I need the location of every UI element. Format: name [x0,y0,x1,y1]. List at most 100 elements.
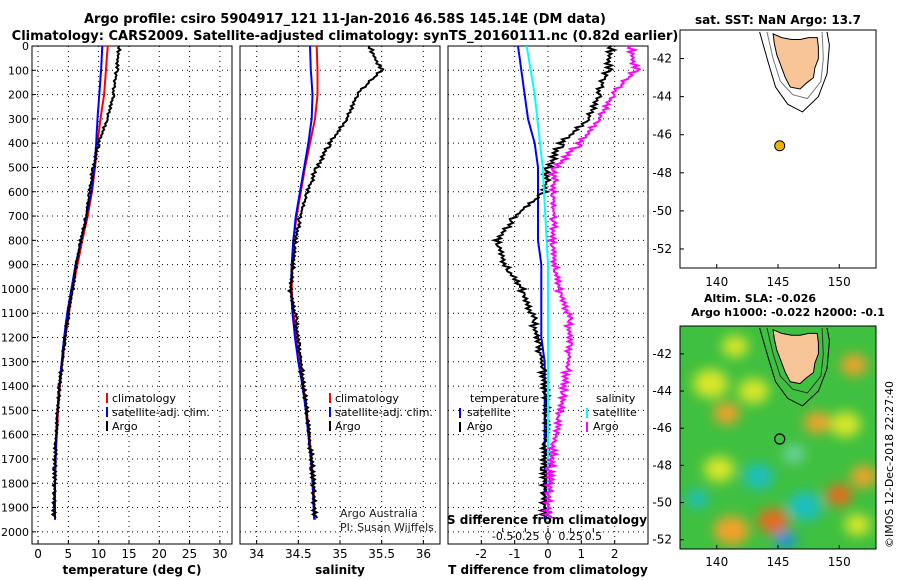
y-tick-label: -52 [652,533,672,547]
y-tick-label: -48 [652,458,672,472]
y-tick-label: 1600 [1,429,29,442]
panel-frame [31,45,233,545]
x-tick-label: 150 [828,555,851,569]
x-tick-label: 2 [611,547,619,561]
panel-sst-map: sat. SST: NaN Argo: 13.7 -42 -44 -46 -48 -50 -… [652,13,877,289]
y-tick-label: 200 [8,89,29,102]
series-s-satellite [525,45,549,520]
sla-anomaly-cell [693,369,729,399]
tasmania-land [772,32,819,90]
credit-line-2: PI: Susan Wijffels [340,521,434,534]
header-line-1: Argo profile: csiro 5904917_121 11-Jan-2… [84,12,606,27]
y-tick-label: 100 [8,64,29,77]
y-tick-label: 1500 [1,404,29,417]
x-tick-label: 35.5 [368,547,395,561]
x-tick-label: 140 [705,275,728,289]
x-axis-label: salinity [315,563,365,577]
x-tick-label: -1 [509,547,521,561]
y-tick-label: -44 [652,90,672,104]
x-tick-label: 30 [212,547,227,561]
bathymetry-contour [759,327,830,407]
y-tick-label: 400 [8,137,29,150]
tasmania-land [772,328,819,385]
y-tick-label: 1000 [1,283,29,296]
header-line-2: Climatology: CARS2009. Satellite-adjuste… [11,29,679,44]
sla-anomaly-cell [757,508,789,534]
panel-salinity: 34 34.5 35 35.5 36 salinity climatologysatelli… [239,45,441,577]
y-tick-label: 900 [8,259,29,272]
y-tick-label: -48 [652,166,672,180]
series-t-satellite [517,45,546,520]
panel-differences: -2 -1 0 1 2 T difference from climatology temp… [447,45,649,577]
sla-anomaly-cell [721,335,749,358]
x-tick-label: 145 [767,275,790,289]
x-tick-label-2: 0 [545,530,552,543]
sla-anomaly-cell [829,411,861,438]
sla-anomaly-cell [713,516,750,545]
imos-watermark: ©IMOS 12-Dec-2018 22:27:40 [883,381,896,548]
legend-label: Argo [467,420,493,433]
x-tick-label: 5 [65,547,73,561]
sla-anomaly-cell [713,402,740,425]
y-tick-label: -52 [652,242,672,256]
map-clip [686,327,876,549]
x-tick-label: 1 [578,547,586,561]
credit-line-1: Argo Australia [340,507,418,520]
x-tick-label-2: -0.25 [511,530,539,543]
bathymetry-contour [766,327,824,394]
x-tick-label: 34 [249,547,264,561]
y-tick-label: -42 [652,52,672,66]
y-tick-label: 0 [22,40,29,53]
x-tick-label: 15 [121,547,136,561]
x-tick-label: -2 [475,547,487,561]
legend-label: satellite [467,406,511,419]
y-tick-label: 300 [8,113,29,126]
x-tick-label-2: 0.5 [585,530,603,543]
x-tick-label: 35 [332,547,347,561]
sla-anomaly-cell [826,484,853,506]
legend-label: Argo [112,420,138,433]
y-tick-label: -46 [652,128,672,142]
y-tick-label: 800 [8,234,29,247]
x-tick-label: 10 [91,547,106,561]
sla-map-title-1: Altim. SLA: -0.026 [704,292,816,305]
legend-title-salinity: salinity [596,392,636,405]
x-tick-label: 140 [705,555,728,569]
legend-label: Argo [593,420,619,433]
x-tick-label: 0 [34,547,42,561]
x-tick-label: 34.5 [285,547,312,561]
bathymetry-contour [766,31,824,100]
y-tick-label: 500 [8,161,29,174]
map-clip [759,31,830,113]
y-tick-label: 1100 [1,307,29,320]
y-tick-label: 700 [8,210,29,223]
legend-label: Argo [335,420,361,433]
float-position-marker [774,140,786,152]
x-axis-label: temperature (deg C) [63,563,202,577]
y-tick-label: 600 [8,186,29,199]
bathymetry-contour [759,31,830,113]
legend-label: satellite-adj. clim. [335,406,433,419]
series-argo [50,45,122,519]
legend-label: climatology [112,392,176,405]
y-tick-label: 1900 [1,502,29,515]
y-tick-label: -42 [652,347,672,361]
y-tick-label: -46 [652,421,672,435]
sla-anomaly-cell [703,456,735,482]
float-position-marker [774,433,786,445]
series-t-argo [490,45,619,519]
x-tick-label: 0 [544,547,552,561]
y-tick-label: -50 [652,496,672,510]
series-s-argo [540,45,642,519]
sla-field [686,335,876,549]
y-tick-label: 1700 [1,453,29,466]
panel-temperature: 0 5 10 15 20 25 300100200300400500600700800900… [1,40,233,577]
legend-label: satellite-adj. clim. [112,406,210,419]
legend-title-temperature: temperature [470,392,539,405]
y-tick-label: 1200 [1,332,29,345]
y-tick-label: -50 [652,204,672,218]
y-tick-label: 1400 [1,380,29,393]
series-argo [286,45,385,519]
